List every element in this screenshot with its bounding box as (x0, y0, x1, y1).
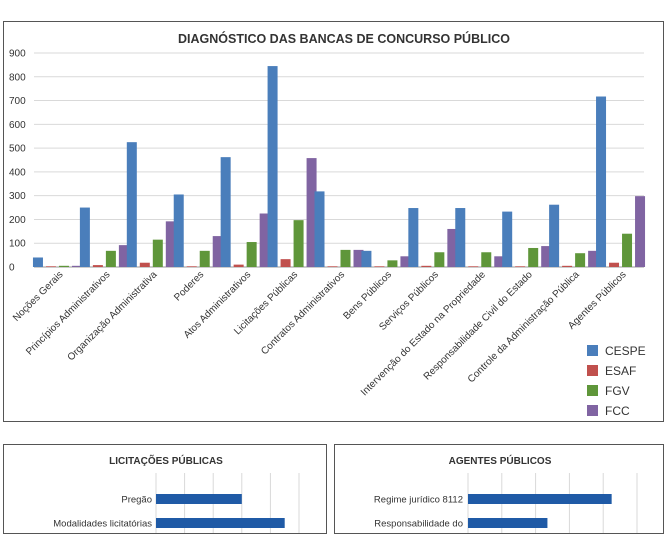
bar-fcc-11 (588, 250, 599, 267)
bar-cespe-4 (220, 157, 231, 267)
bar-cespe-9 (455, 208, 466, 267)
main-chart: DIAGNÓSTICO DAS BANCAS DE CONCURSO PÚBLI… (9, 31, 646, 418)
main-chart-panel: DIAGNÓSTICO DAS BANCAS DE CONCURSO PÚBLI… (3, 21, 664, 422)
bar-fgv-2 (152, 239, 163, 267)
bar-esaf-1 (92, 265, 103, 267)
bar-esaf-12 (609, 262, 620, 267)
legend-label-fcc: FCC (605, 404, 630, 418)
bar-fgv-0 (58, 265, 69, 267)
x-tick-label-6: Contratos Administrativos (259, 269, 347, 357)
bar-esaf-0 (45, 266, 56, 267)
bar-cespe-0 (32, 257, 43, 267)
licitacoes-chart-panel: LICITAÇÕES PÚBLICAS Pregão Modalidades lic… (3, 444, 327, 534)
x-tick-label-7: Bens Públicos (341, 269, 394, 322)
bar-fgv-8 (434, 252, 445, 267)
agentes-bar-0 (468, 494, 612, 504)
bar-esaf-9 (468, 266, 479, 267)
agentes-category-label-0: Regime jurídico 8112 (374, 495, 463, 506)
licitacoes-category-label-0: Pregão (121, 495, 152, 506)
bar-fcc-8 (447, 228, 458, 267)
x-tick-label-3: Poderes (172, 269, 206, 303)
bar-fcc-10 (541, 246, 552, 267)
bar-fgv-3 (199, 250, 210, 267)
y-tick-label-5: 500 (9, 144, 26, 155)
bar-fgv-7 (387, 260, 398, 267)
bar-fcc-4 (259, 213, 270, 267)
y-tick-label-2: 200 (9, 215, 26, 226)
agentes-category-label-1: Responsabilidade do (374, 519, 463, 530)
bar-cespe-10 (502, 211, 513, 267)
bar-fcc-1 (118, 245, 129, 267)
bar-cespe-7 (361, 250, 372, 267)
bar-fcc-5 (306, 158, 317, 267)
bar-fgv-1 (105, 250, 116, 267)
y-tick-label-1: 100 (9, 239, 26, 250)
agentes-bar-1 (468, 518, 548, 528)
bar-fcc-6 (353, 249, 364, 267)
y-tick-label-3: 300 (9, 191, 26, 202)
licitacoes-chart: LICITAÇÕES PÚBLICAS Pregão Modalidades lic… (53, 454, 300, 533)
legend-swatch-fcc (587, 405, 598, 416)
legend-swatch-cespe (587, 345, 598, 356)
bar-esaf-8 (421, 265, 432, 267)
y-tick-label-4: 400 (9, 167, 26, 178)
bar-fcc-0 (71, 265, 82, 267)
bar-fgv-9 (481, 252, 492, 267)
licitacoes-title: LICITAÇÕES PÚBLICAS (109, 454, 223, 467)
bar-fcc-7 (400, 256, 411, 267)
y-tick-label-7: 700 (9, 96, 26, 107)
bar-esaf-6 (327, 266, 338, 267)
licitacoes-bar-0 (156, 494, 242, 504)
bar-cespe-11 (549, 204, 560, 267)
bar-cespe-12 (596, 96, 607, 267)
bar-fgv-12 (622, 233, 633, 267)
bar-fcc-9 (494, 256, 505, 267)
bar-esaf-3 (186, 266, 197, 267)
bar-cespe-2 (126, 142, 137, 267)
bar-fgv-5 (293, 220, 304, 267)
bar-fgv-4 (246, 242, 257, 267)
bar-cespe-1 (79, 207, 90, 267)
legend-label-esaf: ESAF (605, 364, 636, 378)
legend-label-fgv: FGV (605, 384, 630, 398)
agentes-title: AGENTES PÚBLICOS (449, 454, 552, 467)
bar-cespe-5 (267, 66, 278, 267)
y-tick-label-9: 900 (9, 49, 26, 60)
legend-swatch-esaf (587, 365, 598, 376)
x-tick-label-2: Organização Administrativa (66, 269, 160, 363)
bar-fgv-11 (575, 253, 586, 267)
bar-fcc-12 (635, 196, 646, 267)
bar-esaf-11 (562, 265, 573, 267)
licitacoes-category-label-1: Modalidades licitatórias (53, 519, 152, 530)
bar-esaf-2 (139, 262, 150, 267)
bar-cespe-8 (408, 208, 419, 267)
bar-esaf-4 (233, 264, 244, 267)
agentes-chart: AGENTES PÚBLICOS Regime jurídico 8112 Resp… (374, 454, 638, 533)
legend-label-cespe: CESPE (605, 344, 646, 358)
y-tick-label-0: 0 (9, 263, 15, 274)
licitacoes-bar-1 (156, 518, 285, 528)
x-tick-label-1: Princípios Administrativos (24, 269, 112, 357)
bar-esaf-7 (374, 266, 385, 267)
bar-fgv-10 (528, 247, 539, 267)
bar-fcc-2 (165, 221, 176, 267)
y-tick-label-6: 600 (9, 120, 26, 131)
bar-esaf-10 (515, 266, 526, 267)
bar-cespe-3 (173, 194, 184, 267)
chart-title: DIAGNÓSTICO DAS BANCAS DE CONCURSO PÚBLI… (178, 31, 510, 46)
bar-fcc-3 (212, 236, 223, 267)
bar-fgv-6 (340, 249, 351, 267)
bar-cespe-6 (314, 191, 325, 267)
legend-swatch-fgv (587, 385, 598, 396)
y-tick-label-8: 800 (9, 72, 26, 83)
agentes-chart-panel: AGENTES PÚBLICOS Regime jurídico 8112 Resp… (334, 444, 664, 534)
bar-esaf-5 (280, 259, 291, 267)
